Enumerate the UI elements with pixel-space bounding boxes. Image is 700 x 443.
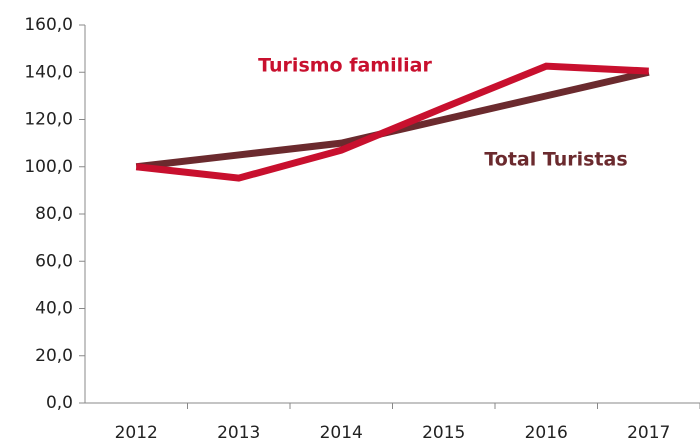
y-tick-label: 60,0 <box>35 251 73 271</box>
y-tick-label: 100,0 <box>24 157 73 177</box>
y-tick-label: 80,0 <box>35 204 73 224</box>
series-label: Total Turistas <box>484 149 627 171</box>
y-tick-label: 120,0 <box>24 110 73 130</box>
x-tick-label: 2014 <box>320 423 363 443</box>
x-tick-label: 2013 <box>217 423 260 443</box>
x-tick-label: 2015 <box>422 423 465 443</box>
y-tick-label: 20,0 <box>35 346 73 366</box>
x-tick-label: 2017 <box>627 423 670 443</box>
x-tick-label: 2012 <box>115 423 158 443</box>
y-tick-label: 160,0 <box>24 15 73 35</box>
y-tick-label: 0,0 <box>46 393 73 413</box>
y-tick-label: 40,0 <box>35 299 73 319</box>
x-tick-label: 2016 <box>525 423 568 443</box>
series-line <box>135 62 649 182</box>
y-tick-label: 140,0 <box>24 62 73 82</box>
series-label: Turismo familiar <box>258 55 432 77</box>
